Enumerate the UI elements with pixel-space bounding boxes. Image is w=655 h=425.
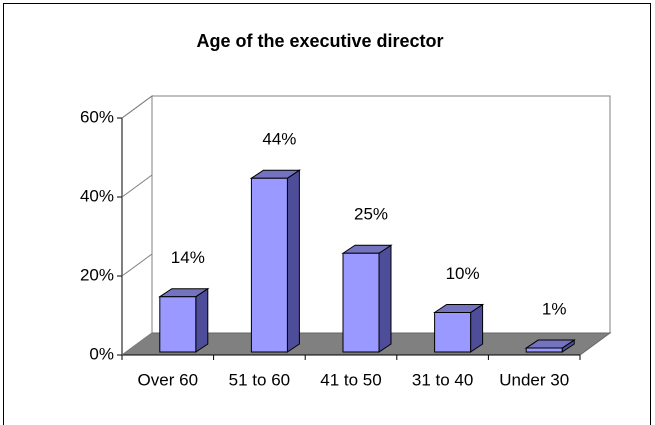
x-tick-label: Over 60 — [138, 370, 198, 389]
bar-side — [286, 169, 300, 353]
back-grid-line — [121, 174, 153, 198]
side-wall — [121, 95, 153, 356]
bar — [158, 287, 210, 353]
bar-side — [195, 287, 209, 353]
bar — [249, 169, 302, 353]
back-grid-line — [121, 332, 153, 356]
data-label: 1% — [542, 300, 567, 319]
x-tick-label: 31 to 40 — [412, 370, 473, 389]
data-label: 14% — [171, 248, 205, 267]
bar-front — [159, 296, 197, 353]
bar — [432, 303, 485, 353]
bar-front — [434, 312, 472, 353]
bar — [524, 339, 576, 353]
bar-side — [378, 244, 392, 353]
y-tick-label: 20% — [80, 265, 114, 284]
x-tick-label: 41 to 50 — [320, 370, 381, 389]
chart-title: Age of the executive director — [196, 31, 443, 51]
y-tick-label: 0% — [89, 344, 114, 363]
back-grid-line — [121, 95, 153, 119]
x-tick-label: 51 to 60 — [229, 370, 290, 389]
data-label: 10% — [446, 264, 480, 283]
x-tick-label: Under 30 — [499, 370, 569, 389]
bar-front — [525, 347, 563, 353]
bar — [341, 244, 393, 353]
y-tick-label: 40% — [80, 186, 114, 205]
back-grid-line — [121, 253, 153, 277]
bar-front — [342, 252, 380, 353]
data-label: 44% — [262, 130, 296, 149]
y-tick-label: 60% — [80, 107, 114, 126]
data-label: 25% — [354, 205, 388, 224]
bar-front — [250, 177, 288, 353]
